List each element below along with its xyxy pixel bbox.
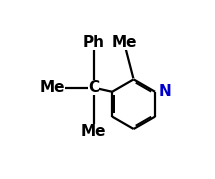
Text: Me: Me (111, 35, 137, 50)
Text: C: C (88, 80, 99, 95)
Text: Ph: Ph (83, 35, 105, 50)
Text: Me: Me (81, 124, 106, 139)
Text: Me: Me (40, 80, 65, 95)
Text: N: N (158, 84, 171, 99)
